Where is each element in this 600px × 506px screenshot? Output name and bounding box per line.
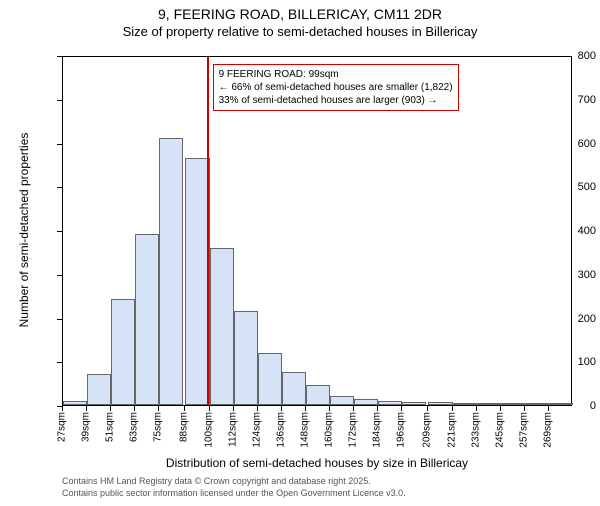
histogram-bar xyxy=(354,399,378,405)
annotation-line: 33% of semi-detached houses are larger (… xyxy=(219,94,453,107)
x-tick xyxy=(134,406,135,411)
x-tick-label: 148sqm xyxy=(299,412,310,448)
annotation-line: 9 FEERING ROAD: 99sqm xyxy=(219,68,453,81)
x-tick xyxy=(86,406,87,411)
x-tick xyxy=(548,406,549,411)
y-tick-label: 300 xyxy=(540,269,596,281)
x-tick-label: 124sqm xyxy=(251,412,262,448)
x-tick xyxy=(257,406,258,411)
histogram-bar xyxy=(210,248,234,405)
x-tick xyxy=(158,406,159,411)
y-tick xyxy=(57,362,62,363)
x-tick-label: 269sqm xyxy=(542,412,553,448)
y-tick xyxy=(57,231,62,232)
x-tick-label: 88sqm xyxy=(179,412,190,442)
x-tick-label: 63sqm xyxy=(129,412,140,442)
x-tick-label: 39sqm xyxy=(81,412,92,442)
x-tick xyxy=(401,406,402,411)
property-marker-line xyxy=(207,57,209,405)
x-tick-label: 257sqm xyxy=(518,412,529,448)
histogram-bar xyxy=(501,403,525,405)
histogram-bar xyxy=(477,403,501,405)
histogram-bar xyxy=(282,372,306,405)
x-tick-label: 51sqm xyxy=(105,412,116,442)
histogram-bar xyxy=(306,385,330,405)
histogram-bar xyxy=(63,401,87,405)
y-axis-label: Number of semi-detached properties xyxy=(17,120,31,340)
x-tick-label: 100sqm xyxy=(203,412,214,448)
y-tick xyxy=(57,100,62,101)
x-tick xyxy=(353,406,354,411)
x-tick-label: 245sqm xyxy=(494,412,505,448)
y-tick xyxy=(57,144,62,145)
footer-line-2: Contains public sector information licen… xyxy=(62,488,406,500)
x-tick-label: 196sqm xyxy=(396,412,407,448)
x-tick xyxy=(281,406,282,411)
histogram-bar xyxy=(111,299,135,405)
x-tick xyxy=(452,406,453,411)
x-tick-label: 233sqm xyxy=(470,412,481,448)
x-tick-label: 221sqm xyxy=(446,412,457,448)
y-tick-label: 700 xyxy=(540,94,596,106)
histogram-bar xyxy=(258,353,282,406)
y-tick xyxy=(57,275,62,276)
histogram-bar xyxy=(159,138,183,405)
footer-line-1: Contains HM Land Registry data © Crown c… xyxy=(62,476,406,488)
x-tick-label: 75sqm xyxy=(153,412,164,442)
x-tick xyxy=(110,406,111,411)
chart-title-1: 9, FEERING ROAD, BILLERICAY, CM11 2DR xyxy=(0,6,600,22)
x-tick-label: 184sqm xyxy=(372,412,383,448)
histogram-bar xyxy=(428,402,452,405)
x-tick xyxy=(209,406,210,411)
histogram-bar xyxy=(87,374,111,405)
y-tick-label: 200 xyxy=(540,313,596,325)
x-tick-label: 112sqm xyxy=(227,412,238,447)
x-tick-label: 160sqm xyxy=(324,412,335,448)
histogram-bar xyxy=(378,401,402,405)
y-tick-label: 100 xyxy=(540,356,596,368)
x-axis-label: Distribution of semi-detached houses by … xyxy=(62,456,572,470)
footer-attribution: Contains HM Land Registry data © Crown c… xyxy=(62,476,406,499)
y-tick-label: 600 xyxy=(540,138,596,150)
histogram-bar xyxy=(330,396,354,405)
y-tick xyxy=(57,56,62,57)
x-tick-label: 136sqm xyxy=(275,412,286,448)
histogram-bar xyxy=(234,311,258,405)
y-tick xyxy=(57,319,62,320)
x-tick xyxy=(329,406,330,411)
chart-title-2: Size of property relative to semi-detach… xyxy=(0,24,600,39)
x-tick xyxy=(62,406,63,411)
x-tick-label: 27sqm xyxy=(57,412,68,442)
x-tick xyxy=(377,406,378,411)
annotation-line: ← 66% of semi-detached houses are smalle… xyxy=(219,81,453,94)
x-tick xyxy=(500,406,501,411)
y-tick-label: 800 xyxy=(540,50,596,62)
y-tick-label: 500 xyxy=(540,181,596,193)
histogram-bar xyxy=(402,402,426,406)
annotation-box: 9 FEERING ROAD: 99sqm← 66% of semi-detac… xyxy=(213,64,459,111)
x-tick xyxy=(233,406,234,411)
x-tick xyxy=(427,406,428,411)
x-tick xyxy=(476,406,477,411)
x-tick xyxy=(184,406,185,411)
x-tick xyxy=(524,406,525,411)
y-tick xyxy=(57,187,62,188)
histogram-bar xyxy=(135,234,159,405)
x-tick-label: 209sqm xyxy=(422,412,433,448)
x-tick xyxy=(305,406,306,411)
x-tick-label: 172sqm xyxy=(348,412,359,448)
histogram-bar xyxy=(453,403,477,405)
y-tick-label: 400 xyxy=(540,225,596,237)
